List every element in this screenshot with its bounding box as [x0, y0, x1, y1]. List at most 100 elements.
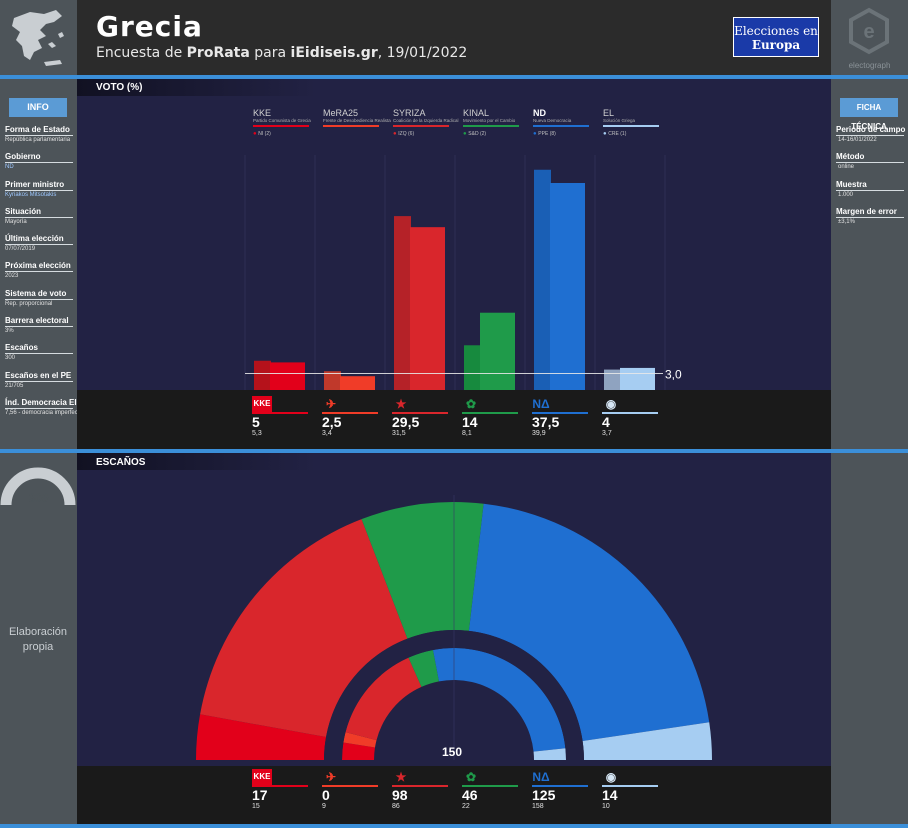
party-color-line: [322, 412, 378, 414]
party-eu-group: ● S&D (2): [463, 131, 523, 137]
party-color-line: [602, 412, 658, 414]
party-eu-group-label: IZQ (6): [398, 131, 415, 137]
party-value: 14: [462, 414, 478, 430]
party-eu-group: ● NI (2): [253, 131, 313, 137]
party-color-line: [532, 785, 588, 787]
ficha-item: Margen de error ±3,1%: [836, 207, 904, 234]
poll-date: , 19/01/2022: [377, 45, 468, 61]
party-previous-value: 5,3: [252, 430, 262, 437]
party-full-name: Coalición de la Izquierda Radical: [393, 118, 459, 123]
party-full-name: Nueva Democracia: [533, 118, 572, 123]
badge-line1: Elecciones en: [734, 24, 818, 38]
info-item-value: 300: [5, 355, 16, 362]
party-value: 37,5: [532, 414, 560, 430]
party-color-line: [392, 412, 448, 414]
info-item-value: 2023: [5, 273, 19, 280]
info-heading: INFO: [9, 98, 67, 117]
seat-arc-previous-kinal[interactable]: [408, 649, 440, 687]
bar-previous-kke: [254, 360, 271, 390]
bar-previous-syriza: [394, 216, 411, 390]
bar-current-nd[interactable]: [550, 183, 585, 390]
party-color-line: [463, 125, 519, 127]
party-previous-value: 31,5: [392, 430, 406, 437]
ficha-heading: FICHA TÉCNICA: [840, 98, 898, 131]
seat-arc-previous-el[interactable]: [533, 748, 566, 760]
seat-arc-previous-nd[interactable]: [433, 648, 566, 752]
seats-section-title: ESCAÑOS: [96, 457, 146, 468]
party-head-nd: ND Nueva Democracia ● PPE (8): [533, 108, 593, 137]
party-head-kinal: KINAL Movimiento por el Cambio ● S&D (2): [463, 108, 523, 137]
seat-arc-current-el[interactable]: [582, 722, 712, 760]
info-item-value: República parlamentaria: [5, 137, 71, 143]
party-color-line: [393, 125, 449, 127]
ficha-item-value: online: [838, 164, 855, 171]
party-previous-value: 8,1: [462, 430, 472, 437]
party-logo-icon: ◉: [605, 397, 617, 411]
party-logo-icon: ✈: [325, 397, 337, 411]
info-item: Índ. Democracia EIU 7,56 - democracia imp…: [5, 398, 102, 425]
electograph-logo: e electograph: [831, 0, 908, 76]
bar-current-syriza[interactable]: [410, 227, 445, 390]
seat-arc-current-syriza[interactable]: [200, 519, 408, 737]
party-full-name: Frente de Desobediencia Realista: [323, 118, 391, 123]
info-item: Forma de Estado República parlamentaria: [5, 125, 102, 152]
elecciones-europa-badge[interactable]: Elecciones en Europa: [733, 17, 819, 57]
majority-label: 150: [441, 745, 463, 759]
info-item-label: Barrera electoral: [5, 316, 73, 328]
bar-previous-kinal: [464, 345, 481, 390]
info-item-value: 07/07/2019: [5, 246, 36, 253]
party-head-kke: KKE Partido Comunista de Grecia ● NI (2): [253, 108, 313, 137]
party-head-el: EL Solución Griega ● CRE (1): [603, 108, 663, 137]
info-item-label: Índ. Democracia EIU: [5, 397, 83, 409]
seat-arc-previous-mera25[interactable]: [343, 732, 377, 748]
party-logo-icon: ★: [395, 397, 407, 411]
info-item-value: 7,56 - democracia imperfecta (2021): [5, 409, 102, 416]
info-item: Próxima elección 2023: [5, 261, 102, 288]
middle-divider: [0, 449, 908, 453]
party-head-mera25: MeRA25 Frente de Desobediencia Realista: [323, 108, 391, 131]
party-value: 29,5: [392, 414, 420, 430]
party-value: 4: [602, 414, 610, 430]
seat-arc-previous-syriza[interactable]: [345, 657, 422, 741]
bar-current-kinal[interactable]: [480, 312, 515, 390]
bar-previous-el: [604, 369, 621, 390]
party-logo-icon: ✈: [325, 770, 337, 784]
party-dot-icon: ●: [393, 131, 399, 137]
party-foot-mera25: ✈ 0 9: [322, 769, 380, 810]
party-logo-icon: KKE: [252, 769, 272, 785]
info-item: Situación Mayoría: [5, 207, 102, 234]
bar-current-mera25[interactable]: [340, 376, 375, 390]
party-foot-syriza: ★ 29,5 31,5: [392, 396, 450, 437]
party-logo-icon: ✿: [465, 397, 477, 411]
top-divider: [0, 75, 908, 79]
seat-arc-previous-kke[interactable]: [341, 742, 375, 760]
party-head-syriza: SYRIZA Coalición de la Izquierda Radical ●…: [393, 108, 459, 137]
party-previous-value: 158: [532, 803, 544, 810]
party-dot-icon: ●: [533, 131, 539, 137]
threshold-label: 3,0: [665, 367, 682, 381]
info-item-value: Kyriakos Mitsotakis: [5, 191, 57, 198]
party-value: 0: [322, 787, 330, 803]
subtitle-mid: para: [249, 45, 291, 61]
info-item-label: Última elección: [5, 234, 73, 246]
seat-arc-current-nd[interactable]: [468, 503, 710, 742]
party-color-line: [603, 125, 659, 127]
info-item-value: ND: [5, 164, 14, 171]
party-color-line: [533, 125, 589, 127]
party-color-line: [322, 785, 378, 787]
ficha-item-label: Método: [836, 152, 904, 164]
seat-arc-current-kke[interactable]: [196, 714, 327, 760]
party-color-line: [462, 412, 518, 414]
party-short-name: ND: [533, 108, 546, 118]
party-previous-value: 10: [602, 803, 610, 810]
info-item: Primer ministro Kyriakos Mitsotakis: [5, 180, 102, 207]
info-list: Forma de Estado República parlamentaria Go…: [5, 125, 102, 425]
party-previous-value: 3,7: [602, 430, 612, 437]
total-seats-gauge: [0, 467, 76, 506]
party-short-name: KINAL: [463, 108, 490, 118]
party-value: 14: [602, 787, 618, 803]
seat-arc-current-kinal[interactable]: [361, 502, 484, 639]
party-value: 125: [532, 787, 556, 803]
party-foot-nd: ΝΔ 37,5 39,9: [532, 396, 590, 437]
bar-current-kke[interactable]: [270, 362, 305, 390]
